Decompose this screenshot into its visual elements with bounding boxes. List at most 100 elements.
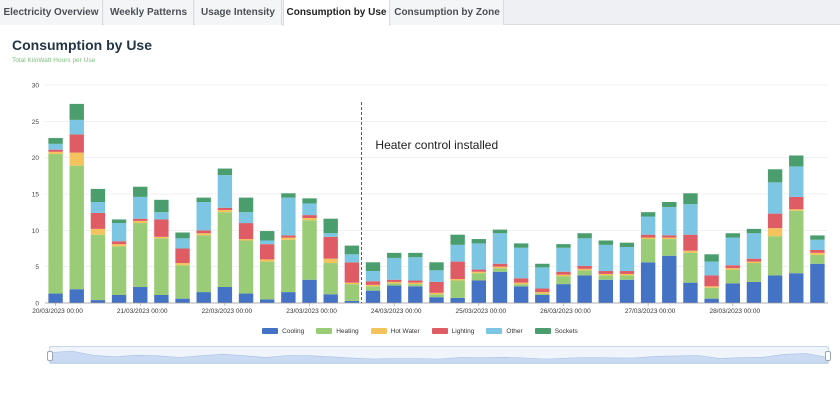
bar-segment-cooling[interactable] — [640, 262, 656, 303]
bar-segment-cooling[interactable] — [746, 281, 762, 303]
bar-segment-hot-water[interactable] — [386, 281, 402, 284]
bar-segment-cooling[interactable] — [196, 292, 211, 303]
bar-segment-other[interactable] — [598, 244, 613, 272]
bar-segment-other[interactable] — [196, 201, 211, 231]
bar-segment-hot-water[interactable] — [704, 286, 719, 288]
bar-segment-sockets[interactable] — [810, 235, 825, 240]
bar-segment-hot-water[interactable] — [48, 151, 63, 155]
bar-segment-other[interactable] — [175, 238, 190, 249]
bar-segment-lighting[interactable] — [323, 236, 338, 259]
bar-segment-cooling[interactable] — [598, 279, 613, 303]
bar-segment-hot-water[interactable] — [408, 282, 423, 285]
bar-segment-sockets[interactable] — [704, 254, 719, 262]
bar-segment-other[interactable] — [69, 119, 84, 135]
bar-segment-sockets[interactable] — [48, 138, 63, 144]
bar-segment-cooling[interactable] — [789, 273, 804, 303]
bar-segment-other[interactable] — [111, 223, 127, 242]
bar-segment-hot-water[interactable] — [90, 228, 106, 235]
bar-segment-lighting[interactable] — [556, 271, 571, 275]
bar-segment-hot-water[interactable] — [281, 237, 296, 240]
bar-segment-hot-water[interactable] — [619, 273, 635, 276]
bar-segment-heating[interactable] — [217, 212, 233, 288]
bar-segment-heating[interactable] — [471, 273, 487, 281]
bar-segment-cooling[interactable] — [281, 292, 296, 303]
bar-segment-lighting[interactable] — [111, 241, 127, 245]
bar-segment-other[interactable] — [281, 197, 296, 236]
bar-segment-lighting[interactable] — [746, 258, 762, 262]
bar-segment-cooling[interactable] — [513, 286, 529, 303]
bar-segment-sockets[interactable] — [746, 228, 762, 234]
bar-segment-heating[interactable] — [746, 263, 762, 282]
bar-segment-other[interactable] — [535, 267, 550, 289]
bar-segment-lighting[interactable] — [133, 218, 148, 221]
bar-segment-other[interactable] — [556, 247, 571, 272]
bar-segment-heating[interactable] — [175, 265, 190, 299]
bar-segment-other[interactable] — [365, 271, 381, 282]
bar-segment-cooling[interactable] — [260, 299, 275, 303]
bar-segment-sockets[interactable] — [429, 262, 444, 271]
bar-segment-sockets[interactable] — [196, 197, 211, 202]
bar-segment-heating[interactable] — [408, 284, 423, 287]
bar-segment-lighting[interactable] — [90, 212, 106, 229]
bar-segment-other[interactable] — [577, 238, 592, 266]
bar-segment-sockets[interactable] — [217, 168, 233, 176]
bar-segment-lighting[interactable] — [513, 278, 529, 283]
bar-segment-cooling[interactable] — [111, 295, 127, 303]
bar-segment-cooling[interactable] — [365, 290, 381, 303]
bar-segment-hot-water[interactable] — [238, 239, 254, 241]
bar-segment-other[interactable] — [471, 243, 487, 270]
bar-segment-hot-water[interactable] — [556, 274, 571, 277]
bar-segment-lighting[interactable] — [789, 196, 804, 210]
bar-segment-hot-water[interactable] — [302, 217, 317, 221]
bar-segment-sockets[interactable] — [683, 193, 698, 205]
bar-segment-other[interactable] — [492, 233, 508, 264]
bar-segment-cooling[interactable] — [535, 295, 550, 303]
bar-segment-heating[interactable] — [598, 275, 613, 280]
bar-segment-lighting[interactable] — [429, 281, 444, 293]
bar-segment-other[interactable] — [725, 237, 740, 266]
bar-segment-sockets[interactable] — [767, 169, 783, 183]
bar-segment-sockets[interactable] — [789, 155, 804, 167]
bar-segment-hot-water[interactable] — [535, 292, 550, 294]
bar-segment-sockets[interactable] — [640, 212, 656, 217]
tab-consumption-by-use[interactable]: Consumption by Use — [283, 0, 390, 26]
bar-segment-lighting[interactable] — [365, 281, 381, 285]
bar-segment-other[interactable] — [789, 166, 804, 197]
bar-segment-other[interactable] — [662, 207, 677, 236]
bar-segment-other[interactable] — [217, 175, 233, 208]
bar-segment-lighting[interactable] — [196, 230, 211, 234]
bar-segment-heating[interactable] — [323, 263, 338, 295]
bar-segment-cooling[interactable] — [450, 297, 465, 303]
bar-segment-lighting[interactable] — [260, 244, 275, 260]
bar-segment-other[interactable] — [344, 254, 360, 263]
bar-segment-cooling[interactable] — [238, 293, 254, 303]
bar-segment-hot-water[interactable] — [175, 263, 190, 266]
bar-segment-sockets[interactable] — [386, 252, 402, 258]
bar-segment-hot-water[interactable] — [365, 284, 381, 287]
tab-weekly-patterns[interactable]: Weekly Patterns — [104, 0, 194, 25]
bar-segment-heating[interactable] — [535, 293, 550, 296]
bar-segment-cooling[interactable] — [725, 283, 740, 303]
bar-segment-other[interactable] — [810, 239, 825, 250]
legend-item-heating[interactable]: Heating — [316, 328, 359, 335]
bar-segment-other[interactable] — [704, 261, 719, 276]
bar-segment-other[interactable] — [260, 240, 275, 245]
bar-segment-hot-water[interactable] — [154, 236, 169, 239]
bar-segment-cooling[interactable] — [133, 287, 148, 303]
bar-segment-heating[interactable] — [154, 238, 169, 296]
bar-segment-sockets[interactable] — [513, 243, 529, 248]
bar-segment-heating[interactable] — [90, 234, 106, 301]
bar-segment-cooling[interactable] — [619, 279, 635, 303]
bar-segment-hot-water[interactable] — [217, 209, 233, 213]
bar-segment-hot-water[interactable] — [767, 228, 783, 237]
navigator-right-handle[interactable] — [825, 351, 831, 361]
bar-segment-sockets[interactable] — [408, 252, 423, 258]
bar-segment-heating[interactable] — [344, 284, 360, 301]
bar-segment-cooling[interactable] — [577, 275, 592, 303]
bar-segment-sockets[interactable] — [619, 242, 635, 248]
bar-segment-lighting[interactable] — [471, 269, 487, 272]
legend-item-other[interactable]: Other — [486, 328, 523, 335]
bar-segment-cooling[interactable] — [662, 255, 677, 303]
bar-segment-sockets[interactable] — [344, 245, 360, 255]
bar-segment-heating[interactable] — [260, 261, 275, 300]
